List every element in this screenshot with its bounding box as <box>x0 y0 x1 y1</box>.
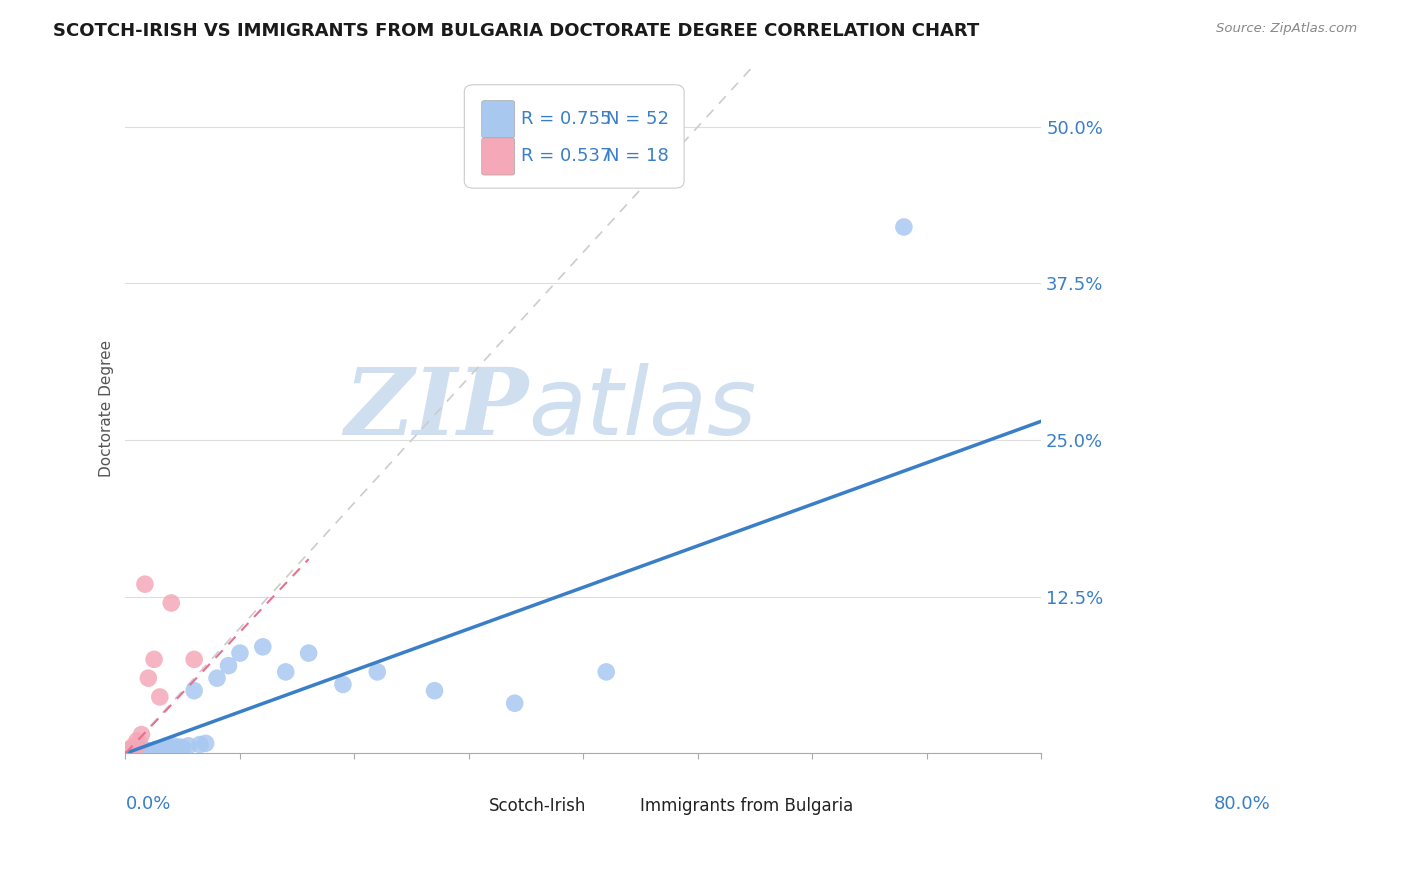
Point <box>149 690 172 704</box>
Text: 0.0%: 0.0% <box>125 795 172 813</box>
Point <box>229 646 252 660</box>
Text: Immigrants from Bulgaria: Immigrants from Bulgaria <box>640 797 853 814</box>
Point <box>138 744 160 758</box>
Point <box>169 740 191 755</box>
Point <box>114 745 136 759</box>
Point <box>129 745 152 759</box>
Point <box>138 745 160 759</box>
FancyBboxPatch shape <box>482 138 515 175</box>
Point <box>134 577 156 591</box>
Y-axis label: Doctorate Degree: Doctorate Degree <box>100 340 114 477</box>
Point <box>139 745 162 759</box>
Text: ZIP: ZIP <box>344 364 529 454</box>
Point <box>117 747 139 761</box>
Text: SCOTCH-IRISH VS IMMIGRANTS FROM BULGARIA DOCTORATE DEGREE CORRELATION CHART: SCOTCH-IRISH VS IMMIGRANTS FROM BULGARIA… <box>53 22 980 40</box>
Point <box>252 640 274 654</box>
Point <box>162 739 184 753</box>
Point <box>128 736 150 750</box>
Point <box>160 741 183 756</box>
Text: Source: ZipAtlas.com: Source: ZipAtlas.com <box>1216 22 1357 36</box>
Point <box>166 742 188 756</box>
Point <box>131 745 153 759</box>
Point <box>183 683 205 698</box>
Text: N = 18: N = 18 <box>606 147 669 165</box>
Point <box>125 744 148 758</box>
Text: atlas: atlas <box>529 363 756 454</box>
Point <box>205 671 228 685</box>
Point <box>155 744 177 758</box>
Point <box>117 745 139 759</box>
Point <box>134 745 156 759</box>
Point <box>121 740 143 755</box>
Point <box>132 744 155 758</box>
Point <box>131 747 153 761</box>
Text: R = 0.537: R = 0.537 <box>522 147 612 165</box>
Point <box>183 652 205 666</box>
FancyBboxPatch shape <box>453 787 485 824</box>
Point <box>218 658 240 673</box>
Point <box>298 646 321 660</box>
Point <box>138 744 160 758</box>
Point <box>595 665 617 679</box>
Point <box>188 738 211 752</box>
Point <box>332 677 354 691</box>
Point <box>503 696 526 710</box>
Point <box>128 747 150 761</box>
Point <box>131 744 153 758</box>
Point <box>194 736 217 750</box>
Point <box>118 742 141 756</box>
Point <box>115 744 138 758</box>
Point <box>172 741 194 756</box>
Point <box>127 745 149 759</box>
Point <box>120 744 142 758</box>
Point <box>143 652 166 666</box>
Point <box>141 747 163 761</box>
Point <box>149 742 172 756</box>
Point <box>125 745 148 759</box>
FancyBboxPatch shape <box>464 85 685 188</box>
Point <box>893 219 915 234</box>
Point <box>136 745 159 759</box>
Point <box>120 747 142 761</box>
Point <box>118 744 141 758</box>
Text: 80.0%: 80.0% <box>1213 795 1270 813</box>
Point <box>423 683 446 698</box>
Point <box>135 747 157 761</box>
Text: R = 0.755: R = 0.755 <box>522 111 612 128</box>
Point <box>124 747 146 761</box>
FancyBboxPatch shape <box>482 101 515 138</box>
Text: Scotch-Irish: Scotch-Irish <box>489 797 586 814</box>
Point <box>274 665 297 679</box>
Text: N = 52: N = 52 <box>606 111 669 128</box>
Point <box>131 727 153 741</box>
Point <box>177 739 200 753</box>
Point <box>366 665 388 679</box>
Point <box>143 742 166 756</box>
Point <box>118 745 141 759</box>
Point <box>146 744 169 758</box>
Point <box>121 745 143 759</box>
Point <box>125 747 148 761</box>
Point <box>143 744 166 758</box>
Point <box>157 740 180 755</box>
Point <box>124 741 146 756</box>
Point <box>160 596 183 610</box>
Point <box>122 742 145 756</box>
Point <box>125 734 148 748</box>
Point <box>138 671 160 685</box>
FancyBboxPatch shape <box>603 787 637 824</box>
Point <box>150 741 173 756</box>
Point <box>122 744 145 758</box>
